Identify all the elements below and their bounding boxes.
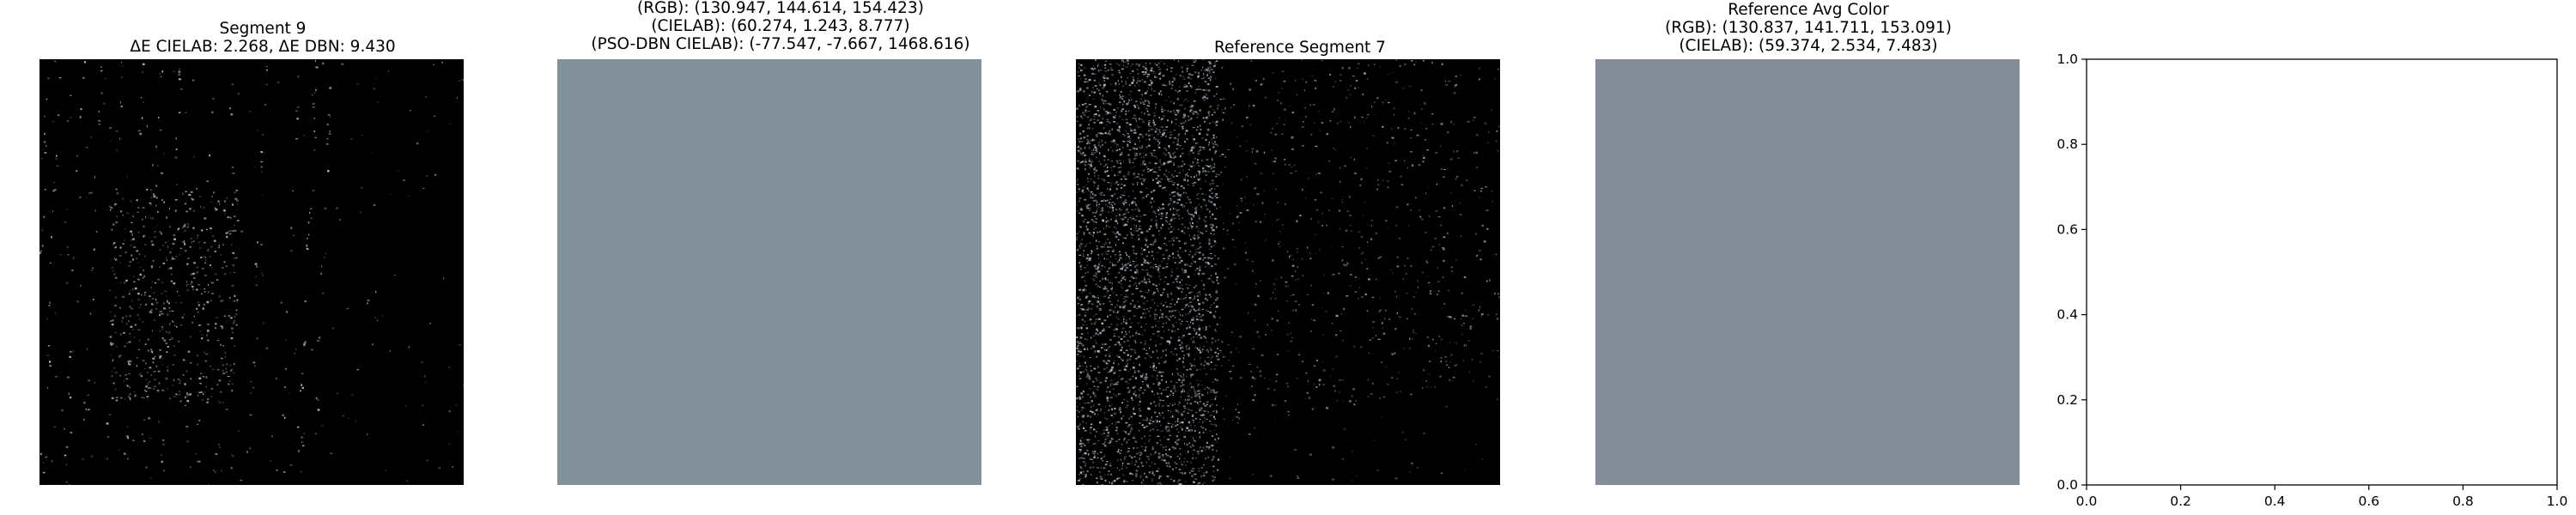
segment-9-noise <box>39 59 464 485</box>
reference-avg-cielab: (CIELAB): (59.374, 2.534, 7.483) <box>1679 37 1938 55</box>
y-tick-label: 1.0 <box>2057 52 2078 67</box>
axes-frame <box>2086 58 2558 486</box>
reference-segment-7-noise <box>1076 59 1500 485</box>
segment-avg-rgb: (RGB): (130.947, 144.614, 154.423) <box>637 0 924 17</box>
segment-9-title: Segment 9 ΔE CIELAB: 2.268, ΔE DBN: 9.43… <box>5 20 520 56</box>
reference-segment-7-title-line-1: Reference Segment 7 <box>1214 39 1386 57</box>
reference-segment-7-title: Reference Segment 7 <box>1042 39 1558 57</box>
y-tick-label: 0.6 <box>2057 221 2078 237</box>
x-tick-label: 0.4 <box>2264 494 2286 509</box>
reference-segment-7-image <box>1076 59 1500 485</box>
segment-avg-color-title: (RGB): (130.947, 144.614, 154.423) (CIEL… <box>523 0 1038 53</box>
segment-avg-color-swatch <box>557 59 981 485</box>
x-tick-label: 0.2 <box>2170 494 2191 509</box>
empty-axes-chart: 0.0 0.2 0.4 0.6 0.8 1.0 0.0 0.2 0.4 0.6 0.8 1.0 <box>2057 52 2568 509</box>
segment-9-title-line-1: Segment 9 <box>219 20 307 38</box>
reference-avg-color-title: Reference Avg Color (RGB): (130.837, 141… <box>1551 1 2066 55</box>
x-tick-label: 1.0 <box>2547 494 2568 509</box>
reference-avg-color-swatch <box>1595 59 2020 485</box>
x-tick-label: 0.8 <box>2452 494 2474 509</box>
segment-avg-pso-dbn: (PSO-DBN CIELAB): (-77.547, -7.667, 1468… <box>591 35 970 53</box>
y-axis-ticks: 0.0 0.2 0.4 0.6 0.8 1.0 <box>2057 52 2087 493</box>
reference-avg-rgb: (RGB): (130.837, 141.711, 153.091) <box>1665 19 1952 37</box>
y-tick-label: 0.8 <box>2057 136 2078 152</box>
x-tick-label: 0.6 <box>2358 494 2379 509</box>
reference-avg-title: Reference Avg Color <box>1728 1 1889 19</box>
y-tick-label: 0.0 <box>2057 477 2078 493</box>
segment-9-image <box>39 59 464 485</box>
y-tick-label: 0.2 <box>2057 392 2078 408</box>
segment-avg-cielab: (CIELAB): (60.274, 1.243, 8.777) <box>651 17 910 35</box>
x-tick-label: 0.0 <box>2076 494 2098 509</box>
segment-9-title-line-2: ΔE CIELAB: 2.268, ΔE DBN: 9.430 <box>130 38 396 56</box>
y-tick-label: 0.4 <box>2057 307 2078 323</box>
x-axis-ticks: 0.0 0.2 0.4 0.6 0.8 1.0 <box>2076 485 2568 509</box>
